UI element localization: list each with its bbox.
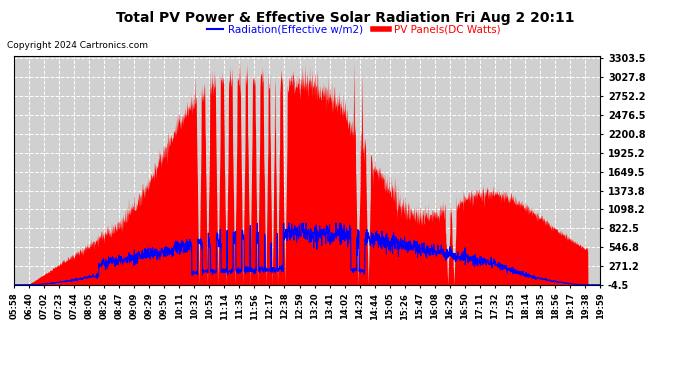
Text: Total PV Power & Effective Solar Radiation Fri Aug 2 20:11: Total PV Power & Effective Solar Radiati… [116,11,574,25]
Legend: Radiation(Effective w/m2), PV Panels(DC Watts): Radiation(Effective w/m2), PV Panels(DC … [203,20,505,39]
Text: Copyright 2024 Cartronics.com: Copyright 2024 Cartronics.com [7,41,148,50]
